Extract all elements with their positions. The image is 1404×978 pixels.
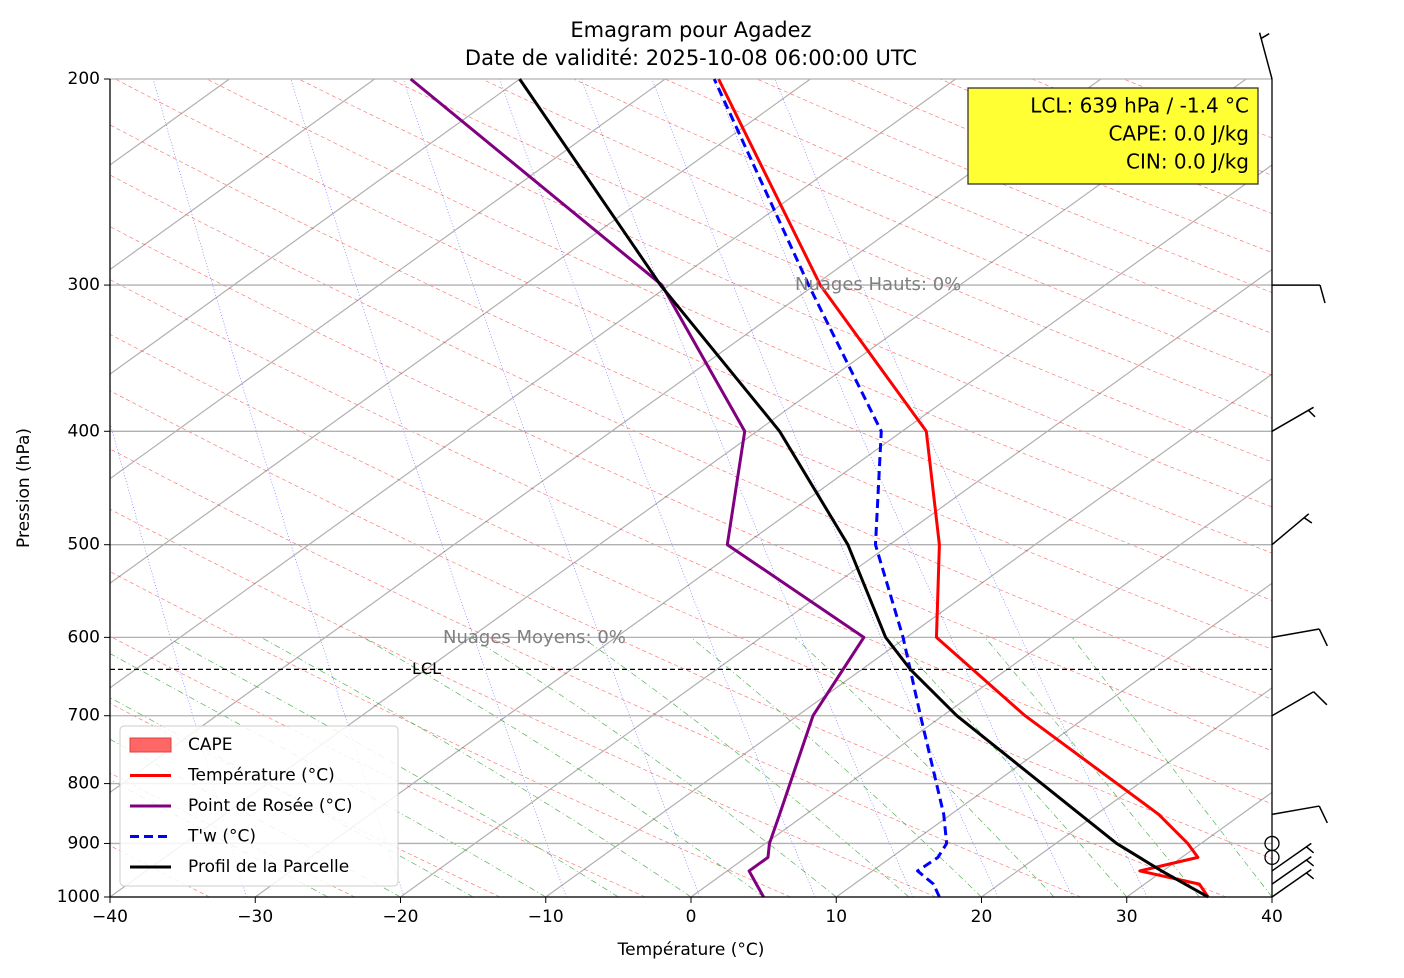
mixing-ratio <box>152 79 405 897</box>
moist-adiabat <box>166 637 619 897</box>
wind-barb <box>1271 842 1315 872</box>
chart-subtitle: Date de validité: 2025-10-08 06:00:00 UT… <box>465 46 917 70</box>
legend-swatch <box>129 737 172 753</box>
skewed-isotherm <box>545 373 1272 897</box>
mixing-ratio <box>774 79 1148 897</box>
x-tick-label: −20 <box>383 907 419 927</box>
wind-barb <box>1271 691 1328 717</box>
x-tick-label: 10 <box>825 907 847 927</box>
dry-adiabat <box>665 79 1272 334</box>
x-tick-label: 0 <box>686 907 697 927</box>
y-tick-label: 600 <box>68 627 100 647</box>
x-tick-label: 30 <box>1116 907 1138 927</box>
moist-adiabat <box>581 637 910 897</box>
y-tick-label: 200 <box>68 69 100 89</box>
profile-line <box>712 78 949 898</box>
profile-line <box>518 78 1209 899</box>
legend-label: Point de Rosée (°C) <box>188 796 353 816</box>
annotation: Nuages Moyens: 0% <box>443 627 626 648</box>
wind-barb <box>1258 32 1273 80</box>
dry-adiabat <box>1031 79 1272 176</box>
y-tick-label: 400 <box>68 421 100 441</box>
x-tick-label: −40 <box>92 907 128 927</box>
mixing-ratio <box>499 79 816 897</box>
skewed-isotherm <box>400 268 1272 897</box>
skewed-isotherm <box>1271 896 1272 897</box>
info-text: CAPE: 0.0 J/kg <box>1108 122 1249 146</box>
y-tick-label: 300 <box>68 275 100 295</box>
lcl-label: LCL <box>412 659 441 678</box>
dry-adiabat <box>390 79 1272 463</box>
legend-box <box>119 725 399 887</box>
legend-label: Profil de la Parcelle <box>188 857 349 877</box>
skewed-isotherm <box>254 164 1272 897</box>
y-axis-label: Pression (hPa) <box>14 428 34 548</box>
mixing-ratio <box>713 79 1073 897</box>
y-tick-label: 700 <box>68 706 100 726</box>
annotation: Nuages Hauts: 0% <box>795 274 961 295</box>
x-tick-label: 20 <box>971 907 993 927</box>
mixing-ratio <box>651 79 999 897</box>
skewed-isotherm <box>1126 791 1272 897</box>
skewed-isotherm <box>110 79 375 271</box>
profile-line <box>409 77 866 898</box>
skewed-isotherm <box>110 79 521 375</box>
dry-adiabat <box>756 79 1272 293</box>
dry-adiabat <box>110 333 1272 859</box>
wind-barb <box>1271 868 1315 898</box>
profile-line <box>717 78 1210 898</box>
dry-adiabat <box>110 226 1272 752</box>
x-tick-label: −30 <box>237 907 273 927</box>
chart-title: Emagram pour Agadez <box>570 18 811 42</box>
skewed-isotherm <box>835 582 1272 897</box>
y-tick-label: 900 <box>68 833 100 853</box>
skewed-isotherm <box>110 79 666 480</box>
dry-adiabat <box>298 79 1272 508</box>
info-text: CIN: 0.0 J/kg <box>1126 150 1249 174</box>
mixing-ratio <box>581 79 914 897</box>
moist-adiabat <box>470 637 837 897</box>
dry-adiabat <box>940 79 1272 214</box>
skewed-isotherm <box>110 79 811 584</box>
legend-label: CAPE <box>188 735 233 755</box>
x-tick-label: 40 <box>1261 907 1283 927</box>
wind-barb <box>1271 406 1316 432</box>
x-axis-label: Température (°C) <box>617 940 765 960</box>
wind-barb <box>1271 628 1328 647</box>
moist-adiabat <box>892 637 1128 897</box>
moist-adiabat <box>110 653 546 897</box>
y-tick-label: 1000 <box>57 887 100 907</box>
info-text: LCL: 639 hPa / -1.4 °C <box>1030 94 1249 118</box>
dry-adiabat <box>573 79 1272 376</box>
dry-adiabat <box>481 79 1272 419</box>
skewed-isotherm <box>690 477 1272 897</box>
dry-adiabat <box>1123 79 1272 139</box>
legend-label: Température (°C) <box>187 766 335 786</box>
legend-label: T'w (°C) <box>187 827 256 847</box>
x-tick-label: −10 <box>528 907 564 927</box>
wind-barb <box>1272 284 1326 304</box>
mixing-ratio <box>402 79 701 897</box>
moist-adiabat <box>1071 637 1272 897</box>
skewed-isotherm <box>110 79 956 689</box>
skewed-isotherm <box>981 687 1272 897</box>
dry-adiabat <box>110 508 936 897</box>
calm-circle <box>1264 835 1280 852</box>
wind-barb <box>1271 805 1328 824</box>
y-tick-label: 500 <box>68 535 100 555</box>
moist-adiabat <box>794 637 1055 897</box>
wind-barb <box>1271 855 1315 885</box>
y-tick-label: 800 <box>68 774 100 794</box>
info-box <box>967 87 1259 185</box>
wind-barb <box>1271 513 1313 546</box>
